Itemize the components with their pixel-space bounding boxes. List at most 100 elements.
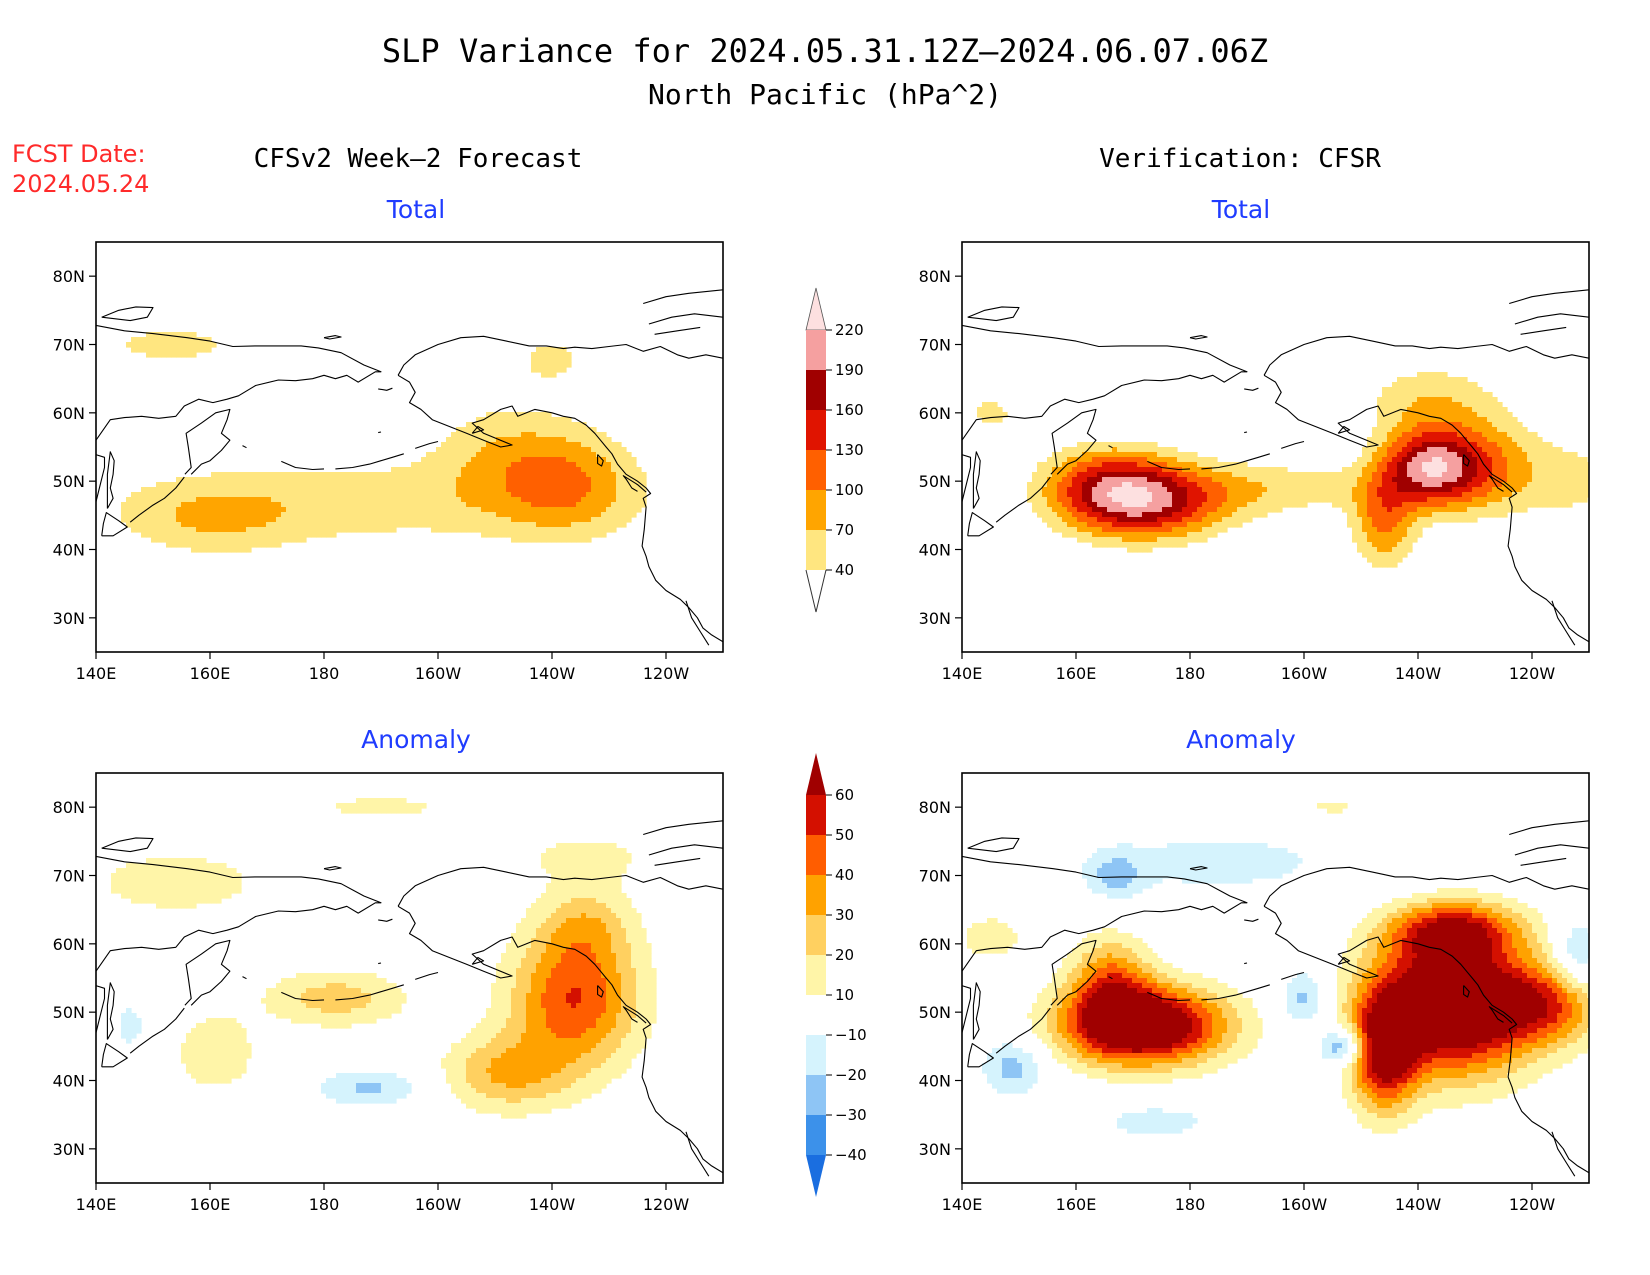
shade-cell <box>306 502 312 508</box>
shade-cell <box>1402 537 1408 543</box>
shade-cell <box>591 427 597 433</box>
shade-cell <box>1422 452 1428 458</box>
shade-cell <box>1312 482 1318 488</box>
shade-cell <box>1207 462 1213 468</box>
shade-cell <box>181 332 187 338</box>
shade-cell <box>1377 522 1383 528</box>
shade-cell <box>411 472 417 478</box>
shade-cell <box>461 527 467 533</box>
shade-cell <box>386 497 392 503</box>
shade-cell <box>1172 482 1178 488</box>
shade-cell <box>211 527 217 533</box>
shade-cell <box>1502 497 1508 503</box>
shade-cell <box>1242 462 1248 468</box>
shade-cell <box>251 517 257 523</box>
shade-cell <box>1482 397 1488 403</box>
shade-cell <box>1407 482 1413 488</box>
shade-cell <box>431 522 437 528</box>
shade-cell <box>621 492 627 498</box>
shade-cell <box>992 412 998 418</box>
shade-cell <box>561 467 567 473</box>
shade-cell <box>546 372 552 378</box>
shade-cell <box>1462 482 1468 488</box>
shade-cell <box>1447 462 1453 468</box>
shade-cell <box>1417 467 1423 473</box>
shade-cell <box>1357 477 1363 483</box>
shade-cell <box>561 357 567 363</box>
shade-cell <box>496 983 502 989</box>
shade-cell <box>436 452 442 458</box>
shade-cell <box>606 893 612 899</box>
shade-cell <box>211 487 217 493</box>
shade-cell <box>206 527 212 533</box>
shade-cell <box>371 973 377 979</box>
shade-cell <box>561 462 567 468</box>
shade-cell <box>601 963 607 969</box>
shade-cell <box>1137 527 1143 533</box>
shade-cell <box>1147 502 1153 508</box>
shade-cell <box>626 507 632 513</box>
shade-cell <box>521 933 527 939</box>
shade-cell <box>546 948 552 954</box>
shade-cell <box>1122 527 1128 533</box>
shade-cell <box>601 482 607 488</box>
shade-cell <box>1412 402 1418 408</box>
shade-cell <box>1367 517 1373 523</box>
shade-cell <box>1402 477 1408 483</box>
shade-cell <box>411 487 417 493</box>
shade-cell <box>411 477 417 483</box>
shade-cell <box>631 938 637 944</box>
shade-cell <box>1137 447 1143 453</box>
shade-cell <box>1477 487 1483 493</box>
shade-cell <box>1212 497 1218 503</box>
shade-cell <box>1187 527 1193 533</box>
shade-cell <box>531 492 537 498</box>
shade-cell <box>626 918 632 924</box>
shade-cell <box>416 522 422 528</box>
shade-cell <box>621 467 627 473</box>
shade-cell <box>1382 472 1388 478</box>
shade-cell <box>1357 542 1363 548</box>
shade-cell <box>1532 437 1538 443</box>
shade-cell <box>1332 472 1338 478</box>
shade-cell <box>1147 477 1153 483</box>
shade-cell <box>176 883 182 889</box>
shade-cell <box>1442 517 1448 523</box>
shade-cell <box>581 963 587 969</box>
shade-cell <box>361 803 367 809</box>
shade-cell <box>181 337 187 343</box>
shade-cell <box>1382 387 1388 393</box>
shade-cell <box>196 342 202 348</box>
shade-cell <box>216 898 222 904</box>
shade-cell <box>491 472 497 478</box>
shade-cell <box>1372 492 1378 498</box>
shade-cell <box>1492 402 1498 408</box>
shade-cell <box>166 903 172 909</box>
shade-cell <box>1062 517 1068 523</box>
shade-cell <box>521 978 527 984</box>
shade-cell <box>1112 542 1118 548</box>
shade-cell <box>511 462 517 468</box>
shade-cell <box>1167 502 1173 508</box>
shade-cell <box>1462 382 1468 388</box>
shade-cell <box>416 507 422 513</box>
shade-cell <box>146 878 152 884</box>
shade-cell <box>461 512 467 518</box>
shade-cell <box>271 527 277 533</box>
shade-cell <box>466 472 472 478</box>
shade-cell <box>431 517 437 523</box>
shade-cell <box>1157 507 1163 513</box>
shade-cell <box>616 888 622 894</box>
shade-cell <box>1417 447 1423 453</box>
shade-cell <box>1497 477 1503 483</box>
shade-cell <box>1072 527 1078 533</box>
shade-cell <box>1147 482 1153 488</box>
shade-cell <box>576 422 582 428</box>
shade-cell <box>1392 397 1398 403</box>
shade-cell <box>1107 512 1113 518</box>
shade-cell <box>1422 377 1428 383</box>
shade-cell <box>1437 427 1443 433</box>
shade-cell <box>1287 482 1293 488</box>
shade-cell <box>541 487 547 493</box>
shade-cell <box>1402 542 1408 548</box>
